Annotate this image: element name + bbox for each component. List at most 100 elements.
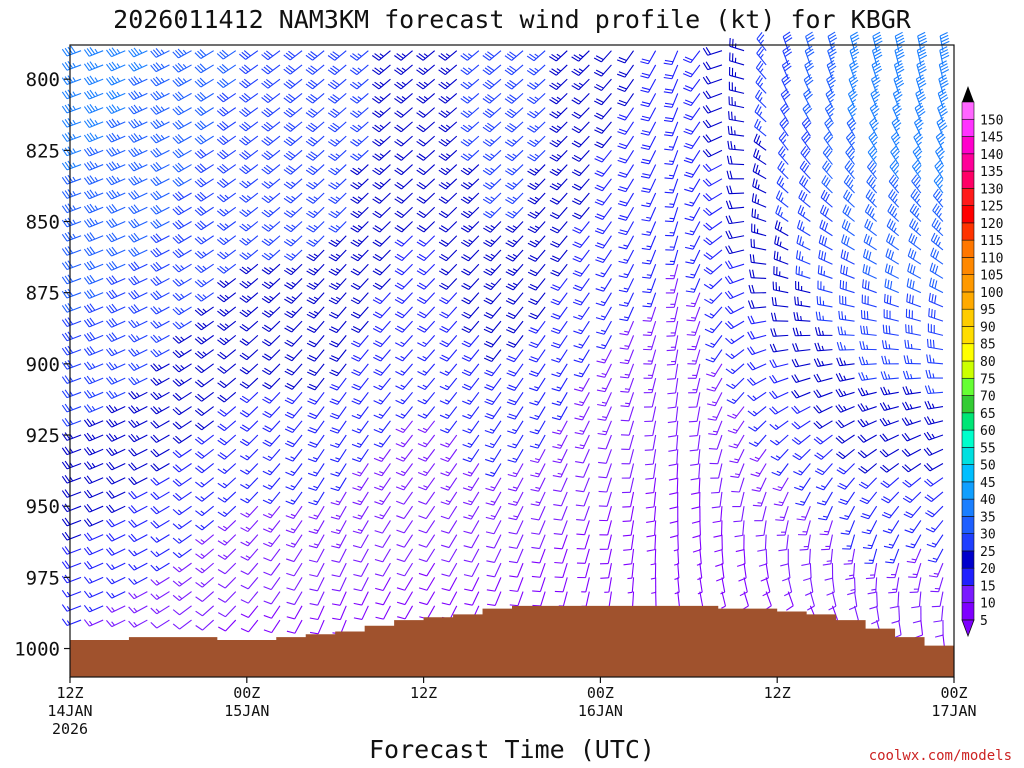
barb-flag (373, 385, 382, 391)
barb-half-flag (578, 314, 583, 318)
barb-staff (312, 164, 325, 176)
barb-half-flag (269, 224, 274, 228)
barb-flag (418, 210, 427, 217)
wind-barb (641, 178, 657, 193)
barb-flag (394, 97, 402, 104)
barb-staff (401, 178, 413, 190)
wind-barb (150, 505, 170, 515)
barb-staff (178, 463, 192, 473)
barb-staff (156, 434, 170, 443)
barb-flag (553, 503, 562, 507)
barb-half-flag (578, 54, 584, 58)
wind-barb (284, 292, 303, 304)
wind-barb (643, 349, 657, 365)
barb-staff (314, 406, 325, 419)
barb-staff (378, 92, 391, 104)
barb-flag (285, 138, 294, 145)
wind-barb (375, 605, 391, 620)
barb-half-flag (177, 523, 183, 528)
barb-flag (641, 101, 651, 105)
barb-staff (424, 349, 436, 362)
barb-flag (641, 58, 650, 62)
barb-staff (400, 78, 413, 90)
wind-barb (350, 121, 369, 133)
barb-staff (223, 135, 237, 146)
barb-staff (535, 278, 546, 291)
barb-staff (201, 320, 214, 331)
wind-barb (332, 605, 347, 621)
barb-flag (128, 78, 135, 86)
barb-flag (239, 369, 248, 375)
wind-barb (505, 292, 524, 305)
wind-barb (239, 149, 259, 160)
barb-flag (396, 601, 406, 606)
barb-flag (417, 327, 425, 333)
wind-barb (482, 78, 502, 90)
barb-flag (504, 83, 513, 90)
wind-barb (576, 548, 590, 564)
barb-flag (152, 263, 160, 271)
barb-half-flag (160, 106, 165, 111)
barb-staff (357, 192, 369, 204)
barb-staff (178, 391, 192, 401)
wind-barb (61, 589, 82, 598)
barb-flag (286, 325, 295, 331)
barb-staff (111, 391, 126, 400)
wind-barb (216, 221, 237, 231)
barb-flag (330, 53, 338, 59)
wind-barb (106, 90, 126, 100)
wind-barb (106, 161, 126, 172)
wind-barb (576, 520, 590, 536)
barb-flag (286, 630, 296, 634)
wind-barb (593, 64, 612, 77)
wind-barb (306, 320, 325, 333)
barb-flag (262, 369, 270, 376)
wind-barb (283, 149, 303, 161)
wind-barb (509, 591, 524, 607)
wind-barb (307, 406, 325, 420)
barb-staff (403, 520, 414, 534)
barb-staff (493, 534, 502, 549)
barb-flag (575, 475, 584, 478)
barb-flag (89, 217, 96, 226)
barb-half-flag (224, 309, 230, 313)
barb-flag (460, 184, 469, 190)
barb-flag (61, 248, 68, 256)
barb-staff (651, 349, 657, 365)
wind-barb (239, 377, 259, 389)
barb-staff (445, 263, 458, 276)
barb-staff (583, 491, 590, 507)
barb-staff (517, 577, 524, 592)
barb-half-flag (556, 357, 561, 361)
barb-flag (528, 329, 537, 334)
barb-staff (291, 278, 303, 290)
barb-flag (461, 270, 469, 276)
barb-staff (358, 306, 369, 319)
barb-flag (416, 313, 425, 319)
wind-barb (620, 392, 635, 408)
wind-barb (61, 75, 82, 85)
barb-staff (624, 64, 634, 78)
wind-barb (667, 378, 679, 395)
wind-barb (486, 562, 502, 578)
barb-staff (246, 434, 259, 447)
barb-staff (111, 605, 126, 613)
barb-staff (444, 64, 458, 76)
barb-flag (549, 84, 557, 91)
barb-half-flag (513, 515, 518, 518)
wind-barb (194, 77, 214, 88)
barb-half-flag (689, 187, 694, 190)
barb-flag (573, 198, 582, 203)
wind-barb (683, 78, 701, 92)
wind-barb (351, 335, 369, 348)
wind-barb (460, 135, 480, 147)
barb-flag (285, 515, 294, 520)
wind-barb (150, 119, 170, 130)
barb-flag (111, 104, 118, 112)
barb-half-flag (222, 540, 228, 544)
barb-staff (290, 263, 303, 276)
barb-flag (595, 244, 604, 249)
wind-barb (508, 548, 524, 564)
barb-staff (690, 50, 701, 63)
barb-flag (219, 237, 227, 244)
